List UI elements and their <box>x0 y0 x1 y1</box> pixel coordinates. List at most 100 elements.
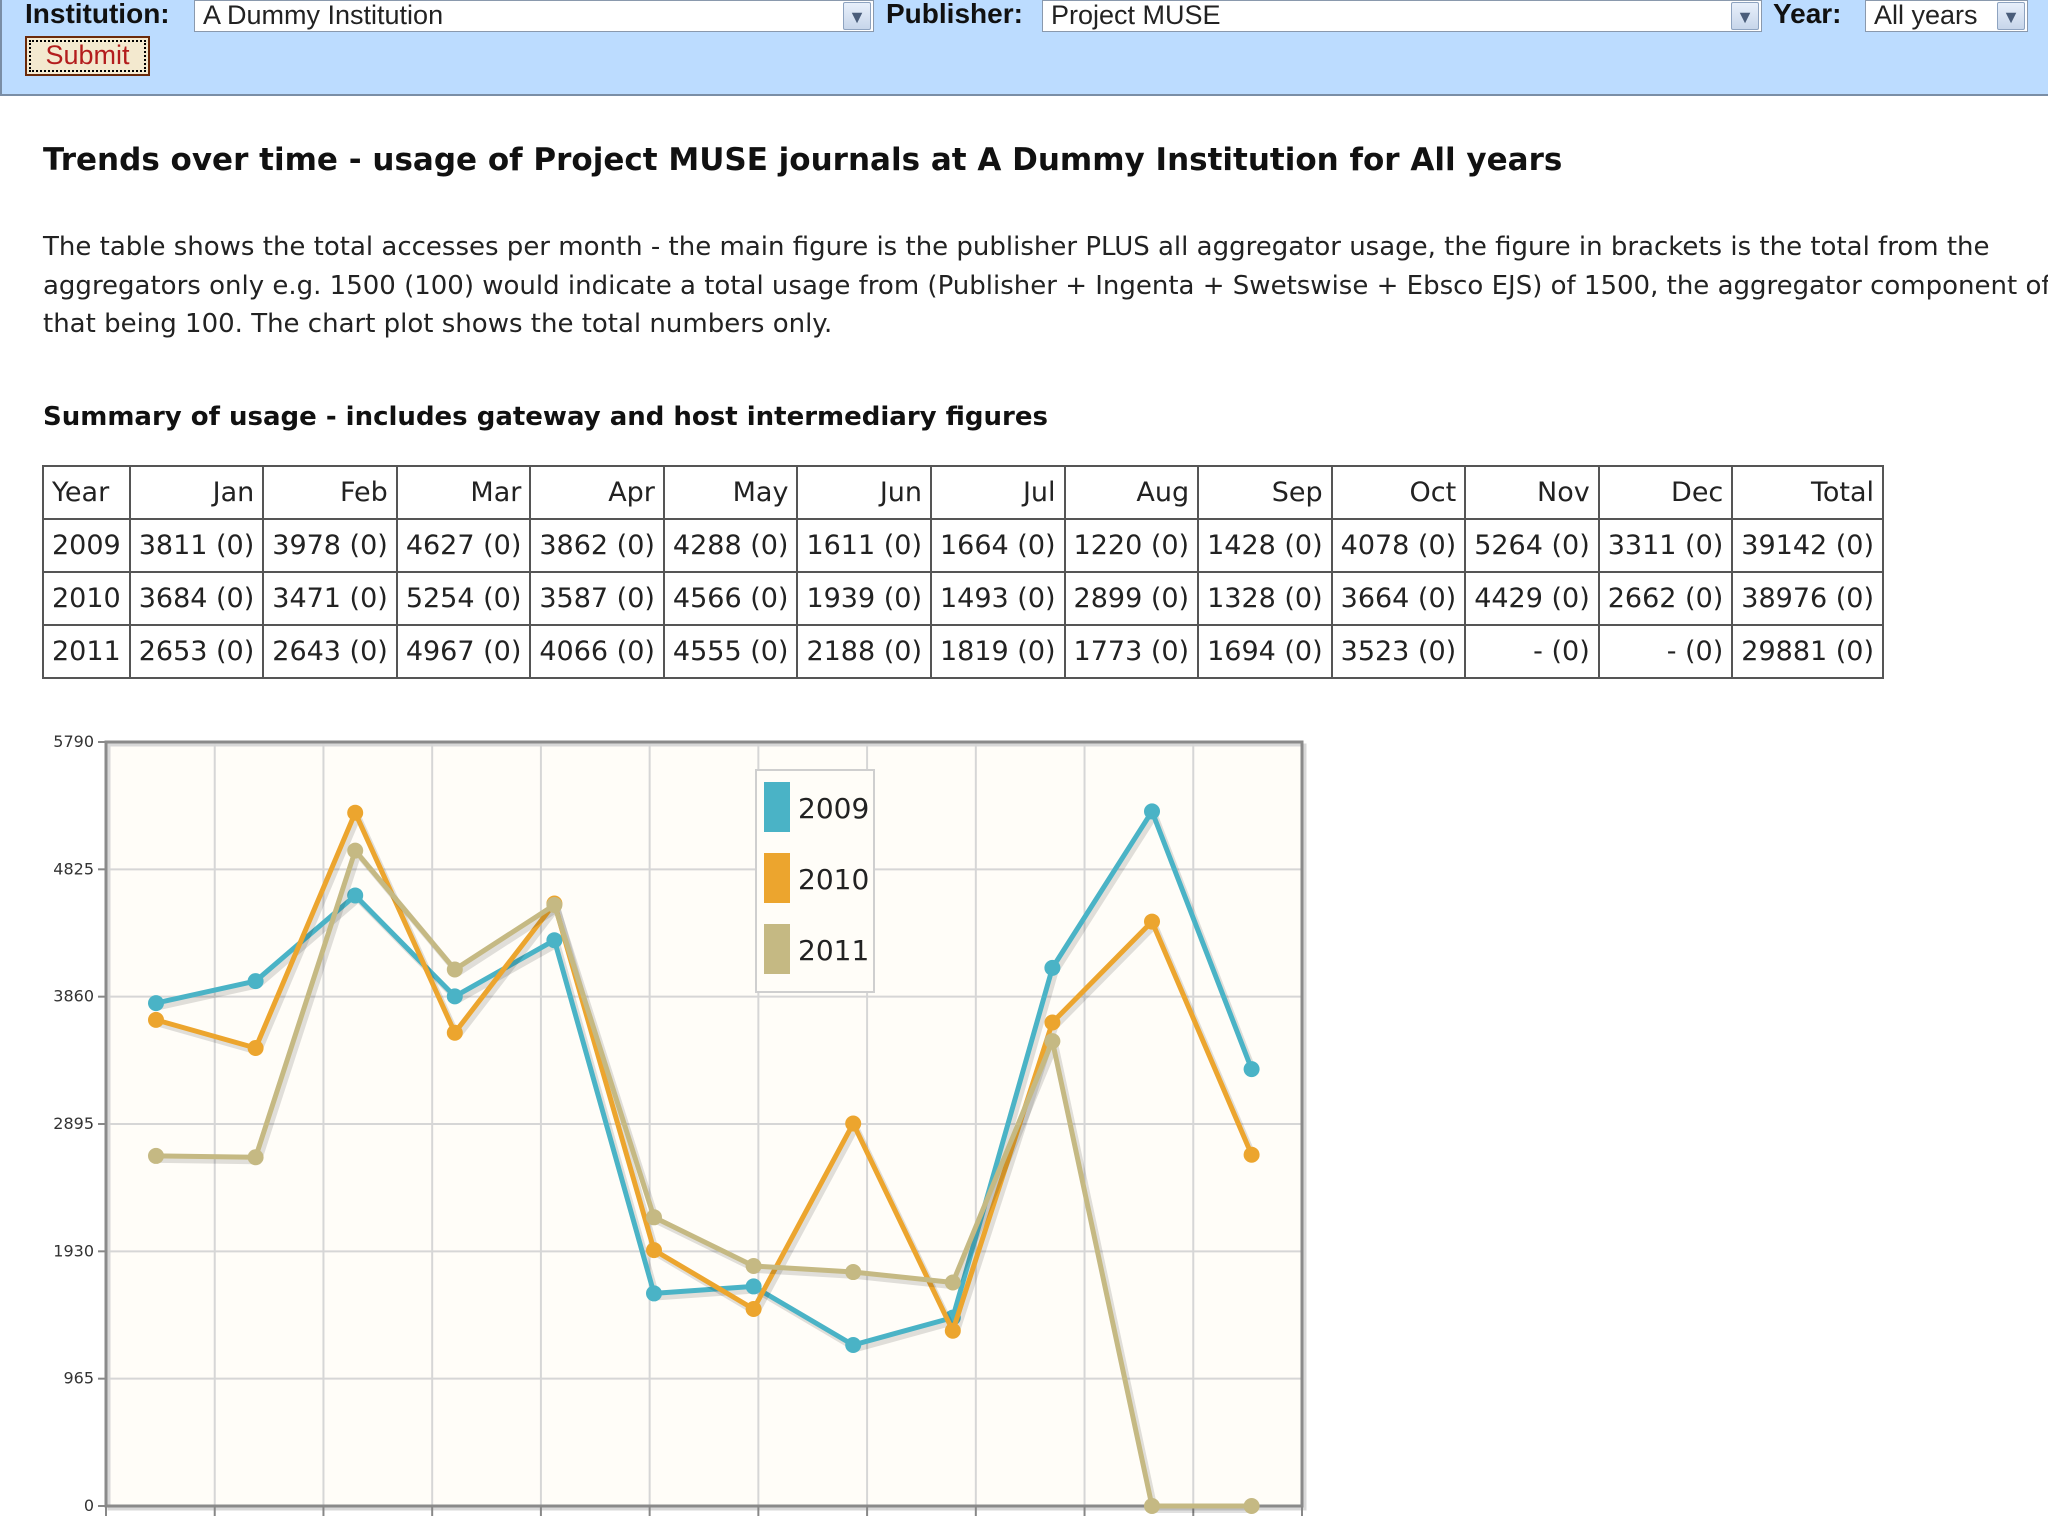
column-header: Jan <box>128 465 265 520</box>
data-point-2010 <box>347 804 364 821</box>
table-cell: 39142 (0) <box>1731 518 1885 573</box>
table-cell: 1939 (0) <box>796 571 932 626</box>
table-cell: 4066 (0) <box>529 624 665 679</box>
submit-button[interactable]: Submit <box>25 36 150 76</box>
data-point-2010 <box>148 1011 164 1028</box>
table-cell: 2010 <box>42 571 131 626</box>
data-point-2009 <box>446 988 463 1005</box>
data-point-2011 <box>944 1274 961 1291</box>
table-cell: 3664 (0) <box>1330 571 1467 626</box>
table-cell: 3684 (0) <box>128 571 265 626</box>
table-cell: 4288 (0) <box>662 518 799 573</box>
table-cell: 1328 (0) <box>1197 571 1333 626</box>
legend-swatch-2010 <box>764 853 790 903</box>
y-tick-label: 965 <box>63 1369 94 1388</box>
table-cell: 3978 (0) <box>262 518 398 573</box>
y-tick-label: 0 <box>84 1496 94 1515</box>
legend-label-2009: 2009 <box>798 792 869 825</box>
data-point-2010 <box>845 1115 862 1132</box>
table-cell: 2899 (0) <box>1063 571 1200 626</box>
table-cell: 4429 (0) <box>1464 571 1600 626</box>
column-header: Aug <box>1063 465 1200 520</box>
y-tick-label: 4825 <box>53 859 94 878</box>
year-select-value: All years <box>1874 0 1978 30</box>
chevron-down-icon[interactable]: ▼ <box>843 2 871 30</box>
data-point-2011 <box>745 1257 762 1274</box>
plot-frame <box>104 740 1304 1508</box>
table-cell: 4566 (0) <box>662 571 799 626</box>
publisher-select[interactable]: Project MUSE ▼ <box>1042 0 1762 32</box>
data-point-2009 <box>546 932 563 949</box>
publisher-label: Publisher: <box>886 0 1023 29</box>
table-cell: 3587 (0) <box>529 571 665 626</box>
table-cell: 5264 (0) <box>1464 518 1600 573</box>
data-point-2009 <box>247 973 264 990</box>
chevron-down-icon[interactable]: ▼ <box>1731 2 1759 30</box>
data-point-2010 <box>1044 1014 1061 1031</box>
filter-bar: Institution: A Dummy Institution ▼ Publi… <box>0 0 2048 96</box>
table-cell: 1694 (0) <box>1197 624 1333 679</box>
table-cell: - (0) <box>1464 624 1600 679</box>
usage-trend-chart: 0 965 1930 2895 3860 4825 5790 2009 2010 2011 <box>0 720 1320 1540</box>
chevron-down-icon[interactable]: ▼ <box>1997 2 2025 30</box>
data-point-2010 <box>1243 1146 1260 1163</box>
data-point-2011 <box>347 842 364 859</box>
series-line-2011 <box>155 848 1252 1509</box>
institution-label: Institution: <box>25 0 170 29</box>
plot-shadow <box>107 743 1307 1511</box>
data-point-2009 <box>745 1278 762 1295</box>
column-header: Year <box>42 465 131 520</box>
data-point-2010 <box>646 1242 662 1259</box>
summary-heading: Summary of usage - includes gateway and … <box>43 402 1048 432</box>
page-title: Trends over time - usage of Project MUSE… <box>43 142 1563 178</box>
legend-label-2010: 2010 <box>798 863 869 896</box>
column-header: Apr <box>529 465 665 520</box>
table-cell: 3471 (0) <box>262 571 398 626</box>
description-text: The table shows the total accesses per m… <box>43 232 2048 339</box>
series-line-2010 <box>155 810 1254 1334</box>
table-cell: 38976 (0) <box>1731 571 1885 626</box>
table-cell: 1493 (0) <box>930 571 1066 626</box>
table-cell: 1428 (0) <box>1197 518 1333 573</box>
table-cell: 4555 (0) <box>662 624 799 679</box>
table-cell: 3311 (0) <box>1597 518 1734 573</box>
table-cell: 1611 (0) <box>796 518 932 573</box>
year-label: Year: <box>1773 0 1842 29</box>
data-point-2011 <box>1144 1498 1160 1514</box>
legend-swatch-2009 <box>764 782 790 832</box>
data-point-2009 <box>1144 803 1160 820</box>
institution-select[interactable]: A Dummy Institution ▼ <box>194 0 874 32</box>
table-cell: 2011 <box>42 624 131 679</box>
table-cell: 1773 (0) <box>1063 624 1200 679</box>
column-header: Jul <box>930 465 1066 520</box>
table-cell: 2653 (0) <box>128 624 265 679</box>
data-point-2009 <box>1243 1061 1260 1078</box>
y-tick-label: 5790 <box>53 732 94 751</box>
table-cell: 29881 (0) <box>1731 624 1885 679</box>
data-point-2010 <box>1144 913 1160 930</box>
table-header-row: Year Jan Feb Mar Apr May Jun Jul Aug Sep… <box>42 465 1885 520</box>
table-cell: 2643 (0) <box>262 624 398 679</box>
data-point-2009 <box>347 887 364 904</box>
data-point-2011 <box>446 961 463 978</box>
data-point-2009 <box>646 1285 662 1302</box>
data-point-2010 <box>446 1024 463 1041</box>
data-point-2011 <box>546 896 563 913</box>
usage-summary-table: Year Jan Feb Mar Apr May Jun Jul Aug Sep… <box>42 465 1885 679</box>
column-header: Mar <box>395 465 532 520</box>
column-header: Jun <box>796 465 932 520</box>
year-select[interactable]: All years ▼ <box>1865 0 2028 32</box>
table-cell: 1220 (0) <box>1063 518 1200 573</box>
table-cell: 2009 <box>42 518 131 573</box>
column-header: Oct <box>1330 465 1467 520</box>
data-point-2010 <box>745 1300 762 1317</box>
column-header: Sep <box>1197 465 1333 520</box>
data-point-2009 <box>148 995 164 1012</box>
column-header: Feb <box>262 465 398 520</box>
data-point-2010 <box>247 1039 264 1056</box>
column-header: Total <box>1731 465 1885 520</box>
data-point-2010 <box>944 1322 961 1339</box>
legend-swatch-2011 <box>764 924 790 974</box>
publisher-select-value: Project MUSE <box>1051 0 1221 30</box>
data-point-2011 <box>148 1147 164 1164</box>
